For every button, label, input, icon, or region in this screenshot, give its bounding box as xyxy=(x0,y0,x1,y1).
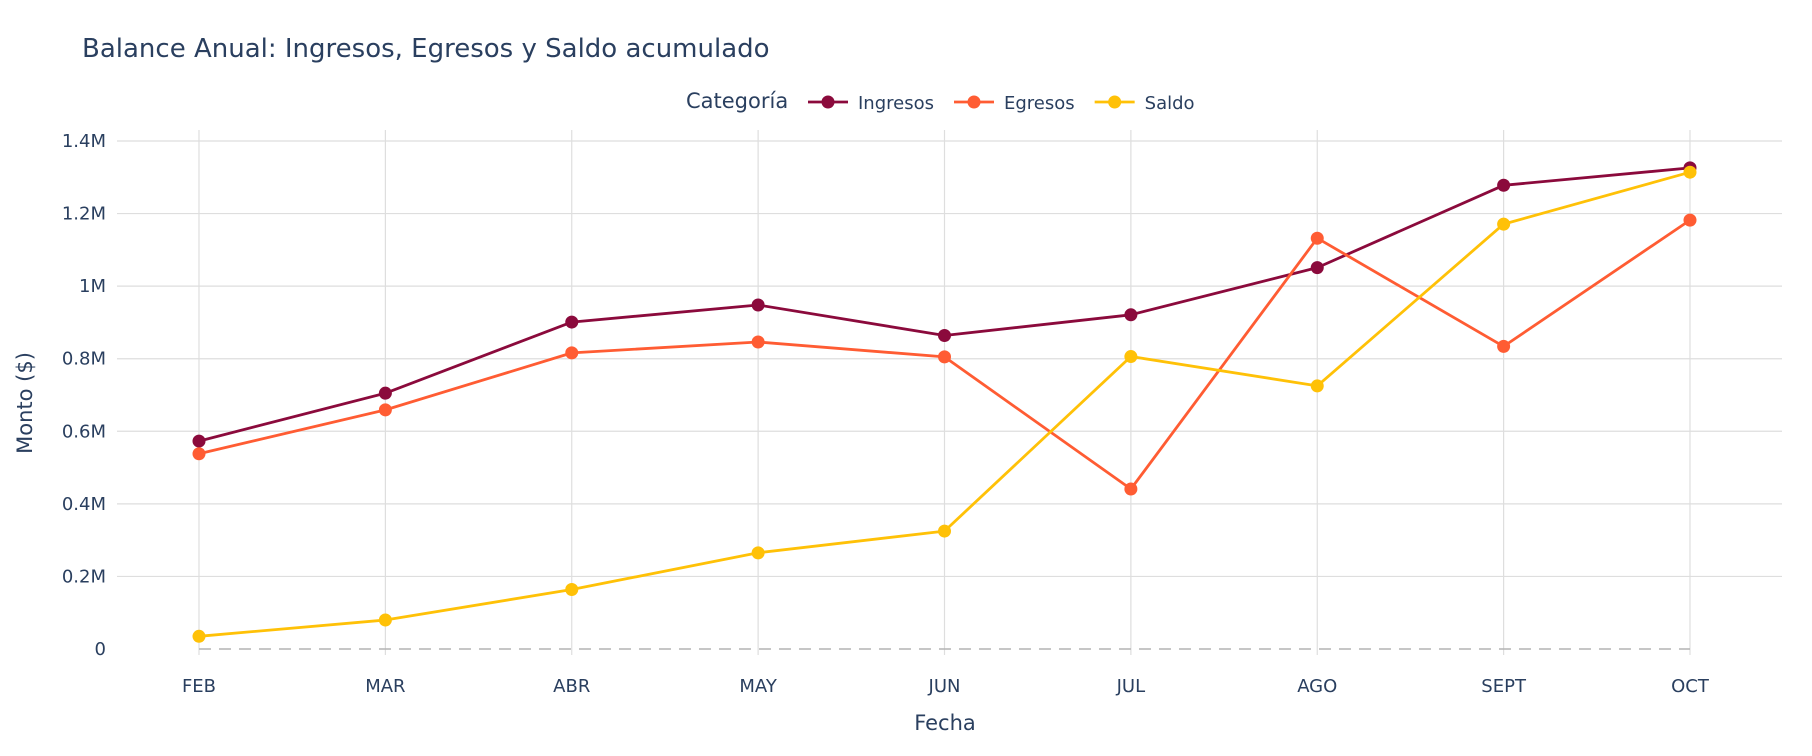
x-tick-label: MAY xyxy=(739,676,777,697)
x-tick-label: OCT xyxy=(1671,676,1710,697)
legend-swatch-marker xyxy=(1108,95,1122,109)
x-tick-label: FEB xyxy=(182,676,216,697)
legend-item-ingresos: Ingresos xyxy=(808,93,934,114)
data-point-ingresos xyxy=(1497,178,1511,192)
data-point-ingresos xyxy=(378,386,392,400)
y-tick-label: 1M xyxy=(79,276,106,297)
y-tick-label: 0 xyxy=(95,639,106,660)
data-point-ingresos xyxy=(1124,308,1138,322)
x-tick-label: JUL xyxy=(1116,676,1146,697)
data-point-ingresos xyxy=(938,328,951,342)
x-tick-label: ABR xyxy=(553,676,590,697)
x-tick-label: JUN xyxy=(928,676,961,697)
y-tick-label: 1.2M xyxy=(62,204,106,225)
series-saldo xyxy=(192,165,1697,643)
data-point-egresos xyxy=(938,350,951,364)
data-point-ingresos xyxy=(751,298,765,312)
gridlines xyxy=(117,130,1782,655)
data-point-saldo xyxy=(1124,350,1138,364)
data-point-egresos xyxy=(565,346,579,360)
data-point-egresos xyxy=(1124,482,1138,496)
data-point-ingresos xyxy=(192,434,206,448)
x-tick-label: SEPT xyxy=(1481,676,1527,697)
y-axis-ticks: 0 0.2M 0.4M 0.6M 0.8M 1M 1.2M 1.4M xyxy=(62,131,106,660)
legend-label: Egresos xyxy=(1004,93,1075,114)
chart-title: Balance Anual: Ingresos, Egresos y Saldo… xyxy=(82,34,770,64)
legend-swatch-marker xyxy=(967,95,981,109)
data-point-egresos xyxy=(1497,339,1511,353)
series-egresos xyxy=(192,213,1697,496)
data-point-ingresos xyxy=(565,315,579,329)
data-point-saldo xyxy=(1310,379,1324,393)
data-point-egresos xyxy=(1310,231,1324,245)
data-point-saldo xyxy=(938,524,951,538)
series-layer xyxy=(192,161,1697,643)
legend-label: Ingresos xyxy=(858,93,934,114)
data-point-saldo xyxy=(565,582,579,596)
data-point-egresos xyxy=(378,403,392,417)
legend-item-saldo: Saldo xyxy=(1094,93,1195,114)
data-point-egresos xyxy=(751,335,765,349)
data-point-egresos xyxy=(192,447,206,461)
y-tick-label: 0.4M xyxy=(62,494,106,515)
x-tick-label: AGO xyxy=(1297,676,1337,697)
x-axis-ticks: FEB MAR ABR MAY JUN JUL AGO SEPT OCT xyxy=(182,676,1710,697)
y-tick-label: 0.8M xyxy=(62,349,106,370)
data-point-saldo xyxy=(1497,217,1511,231)
y-axis-title: Monto ($) xyxy=(13,352,37,454)
legend: Categoría Ingresos Egresos Saldo xyxy=(686,89,1195,114)
y-tick-label: 0.2M xyxy=(62,566,106,587)
legend-title: Categoría xyxy=(686,89,788,113)
y-tick-label: 1.4M xyxy=(62,131,106,152)
x-axis-title: Fecha xyxy=(914,711,976,735)
legend-swatch-marker xyxy=(821,95,835,109)
data-point-saldo xyxy=(751,546,765,560)
legend-item-egresos: Egresos xyxy=(954,93,1075,114)
data-point-ingresos xyxy=(1310,261,1324,275)
data-point-saldo xyxy=(1683,165,1697,179)
legend-label: Saldo xyxy=(1145,93,1195,114)
data-point-egresos xyxy=(1683,213,1697,227)
x-tick-label: MAR xyxy=(365,676,405,697)
data-point-saldo xyxy=(378,613,392,627)
y-tick-label: 0.6M xyxy=(62,421,106,442)
series-ingresos xyxy=(192,161,1697,448)
data-point-saldo xyxy=(192,629,206,643)
